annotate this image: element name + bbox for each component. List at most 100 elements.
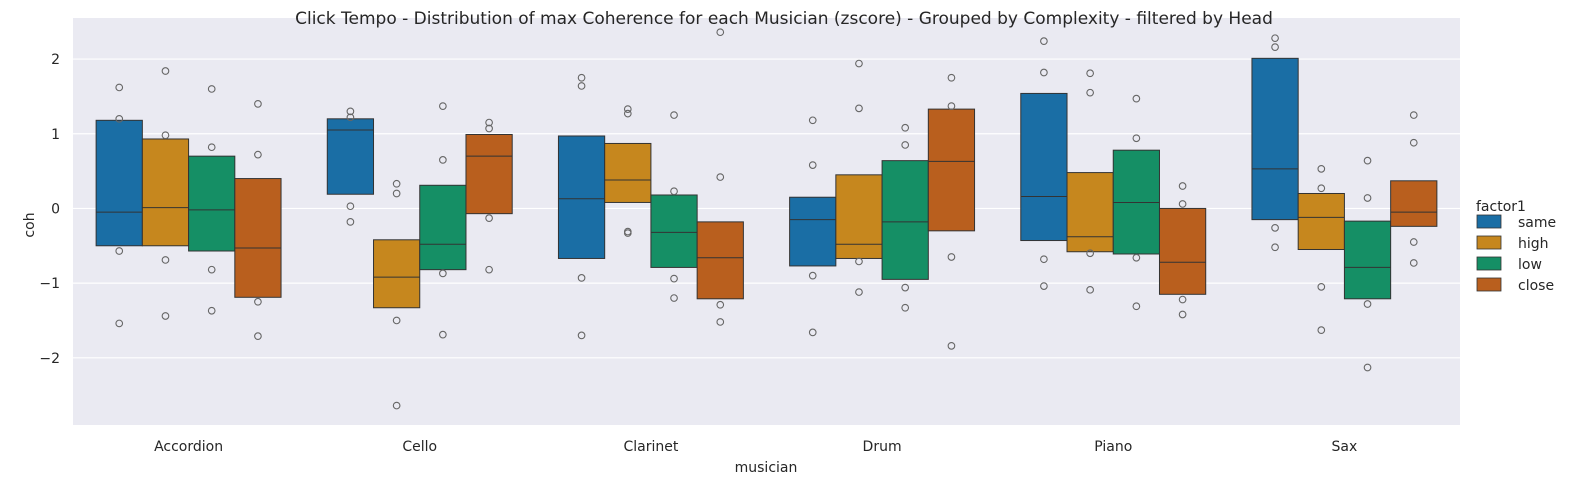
outlier-point: [855, 288, 863, 296]
box-iqr: [1066, 172, 1114, 253]
box-iqr: [1251, 57, 1299, 221]
legend-label: low: [1518, 257, 1542, 273]
outlier-point: [855, 257, 863, 266]
legend-swatch: [1476, 277, 1502, 292]
outlier-point: [1409, 111, 1418, 119]
outlier-point: [1271, 34, 1279, 43]
outlier-point: [670, 274, 678, 283]
outlier-point: [346, 218, 355, 226]
legend-swatch: [1476, 235, 1502, 250]
outlier-point: [670, 111, 678, 119]
outlier-point: [716, 28, 725, 37]
outlier-point: [577, 82, 586, 90]
outlier-point: [716, 173, 725, 181]
outlier-point: [439, 156, 447, 164]
x-tick-label: Drum: [863, 439, 902, 455]
legend-swatch: [1476, 256, 1502, 271]
outlier-point: [947, 73, 956, 82]
outlier-point: [808, 271, 817, 280]
outlier-point: [901, 123, 910, 132]
outlier-point: [1086, 249, 1094, 258]
outlier-point: [392, 401, 401, 410]
box-iqr: [373, 239, 421, 309]
box-iqr: [927, 108, 976, 232]
outlier-point: [439, 330, 447, 339]
outlier-point: [1409, 259, 1418, 267]
outlier-point: [1178, 200, 1187, 208]
outlier-point: [1178, 182, 1187, 190]
outlier-point: [161, 256, 170, 264]
box-group: [419, 102, 467, 339]
outlier-point: [1317, 326, 1326, 335]
outlier-point: [1178, 310, 1187, 319]
outlier-point: [1040, 68, 1048, 77]
y-tick-label: 0: [51, 201, 60, 217]
outlier-point: [115, 114, 124, 123]
outlier-point: [716, 300, 725, 309]
outlier-point: [1363, 300, 1372, 308]
outlier-point: [392, 316, 401, 325]
x-tick-label: Accordion: [154, 439, 223, 455]
box-iqr: [234, 178, 282, 298]
outlier-point: [392, 179, 401, 188]
box-group: [881, 123, 929, 312]
box-group: [1158, 182, 1207, 319]
box-iqr: [789, 196, 837, 267]
box-iqr: [188, 155, 236, 252]
outlier-point: [392, 189, 401, 198]
outlier-point: [577, 274, 586, 282]
outlier-point: [115, 247, 124, 255]
outlier-point: [161, 67, 170, 75]
legend-swatch: [1476, 214, 1502, 229]
box-group: [789, 116, 837, 337]
outlier-point: [808, 161, 817, 169]
outlier-point: [947, 102, 956, 110]
outlier-point: [485, 124, 493, 133]
outlier-point: [901, 303, 910, 312]
box-group: [1297, 165, 1345, 335]
box-iqr: [604, 142, 652, 203]
outlier-point: [1271, 243, 1279, 252]
outlier-point: [1086, 88, 1094, 97]
box-group: [696, 28, 744, 326]
outlier-point: [346, 113, 355, 122]
outlier-point: [439, 102, 447, 110]
outlier-point: [947, 253, 956, 261]
box-group: [557, 73, 606, 340]
outlier-point: [254, 332, 262, 340]
outlier-point: [485, 118, 493, 127]
x-tick-label: Cello: [402, 439, 437, 455]
outlier-point: [115, 319, 124, 328]
box-iqr: [141, 138, 190, 247]
outlier-point: [207, 143, 216, 152]
outlier-point: [115, 83, 124, 92]
box-group: [1020, 37, 1068, 290]
box-iqr: [1158, 207, 1207, 295]
box-iqr: [881, 160, 929, 280]
outlier-point: [808, 116, 817, 125]
x-axis-label: musician: [735, 460, 798, 476]
x-tick-label: Sax: [1332, 439, 1358, 455]
outlier-point: [1409, 138, 1418, 147]
box-group: [835, 59, 883, 296]
y-tick-label: 2: [51, 52, 60, 68]
box-group: [1251, 34, 1299, 252]
box-iqr: [419, 184, 467, 271]
y-tick-label: 1: [51, 127, 60, 143]
outlier-point: [254, 100, 262, 108]
outlier-point: [485, 214, 493, 222]
y-tick-labels: −2 −1 0 1 2: [39, 52, 60, 367]
outlier-point: [577, 331, 586, 340]
outlier-point: [623, 229, 632, 237]
outlier-point: [901, 283, 910, 292]
outlier-point: [623, 105, 632, 113]
box-group: [95, 83, 143, 328]
box-iqr: [465, 133, 513, 215]
legend-label: high: [1518, 236, 1549, 252]
outlier-point: [1132, 134, 1141, 143]
box-iqr: [557, 135, 606, 259]
chart-title: Click Tempo - Distribution of max Cohere…: [295, 9, 1273, 29]
box-group: [1343, 156, 1392, 372]
box-layer: [95, 28, 1438, 410]
